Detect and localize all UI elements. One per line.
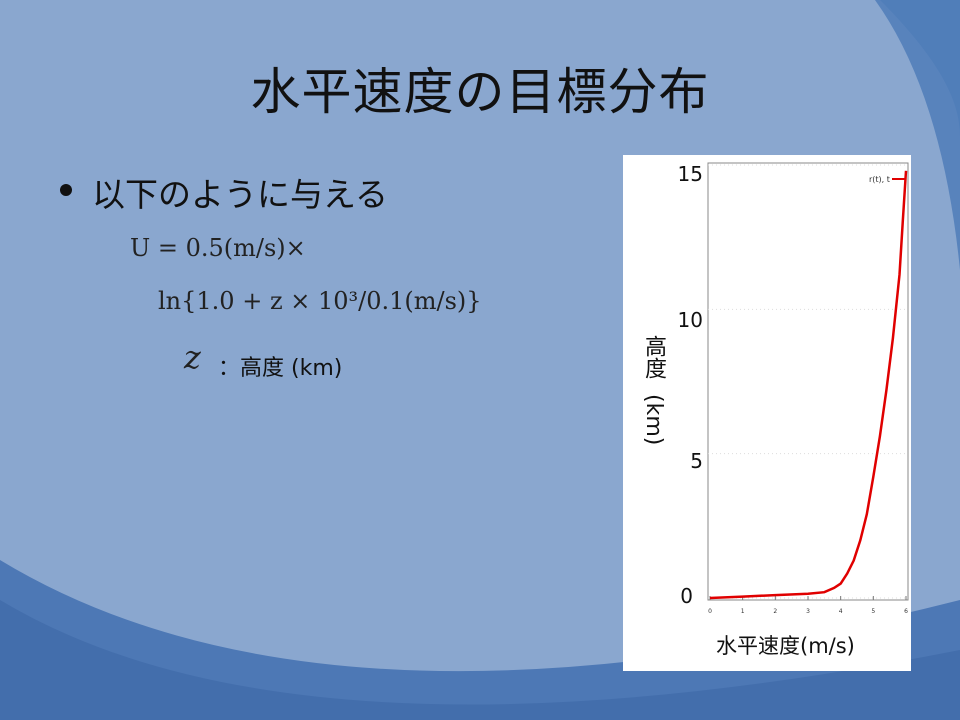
y-tick-15: 15 [677, 162, 703, 186]
x-tick-3: 3 [806, 608, 810, 615]
y-tick-0: 0 [680, 584, 693, 608]
y-tick-5: 5 [690, 449, 703, 473]
x-tick-6: 6 [904, 608, 908, 615]
velocity-curve [709, 170, 908, 600]
y-axis-label-unit: (km) [641, 394, 666, 446]
bottom-arc [0, 560, 960, 720]
plot-frame [707, 162, 909, 601]
right-arc [875, 0, 960, 560]
x-tick-1: 1 [740, 608, 745, 615]
x-axis-label: 水平速度(m/s) [716, 634, 855, 658]
x-tick-0: 0 [708, 608, 712, 615]
y-axis-label: 高度 (km) [633, 335, 673, 445]
velocity-profile-chart: r(t), t 15 10 5 0 高度 (km) 0 1 2 3 4 5 6 水平速度(m… [623, 155, 911, 671]
bullet-dot [60, 184, 72, 196]
equation-line-1: U = 0.5(m/s)× [130, 234, 306, 262]
equation-line-2: ln{1.0 + z × 10³/0.1(m/s)} [158, 287, 482, 315]
variable-symbol: z [184, 338, 201, 376]
x-tick-5: 5 [871, 608, 876, 615]
legend-label: r(t), t [869, 175, 890, 184]
slide-title: 水平速度の目標分布 [250, 63, 710, 121]
chart-plot-area [707, 162, 909, 601]
bullet-text: 以下のように与える [92, 175, 389, 214]
y-tick-10: 10 [677, 308, 703, 332]
y-axis-label-main: 高度 [641, 335, 666, 379]
x-tick-4: 4 [838, 608, 843, 615]
variable-description: ：高度 (km) [218, 356, 343, 381]
x-tick-2: 2 [773, 608, 778, 615]
legend-swatch [892, 178, 906, 180]
bottom-arc-dark [0, 600, 960, 720]
